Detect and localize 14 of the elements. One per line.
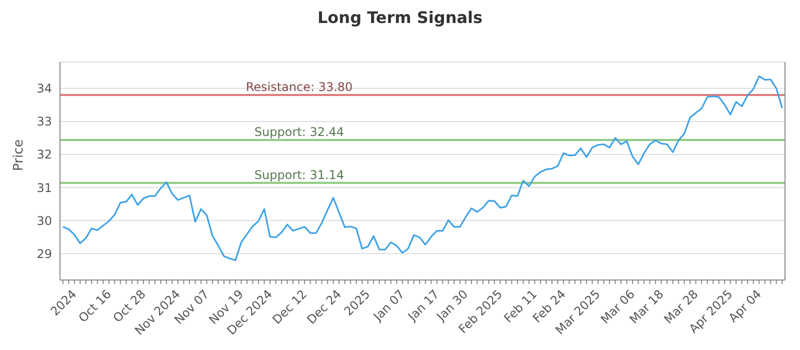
chart-title: Long Term Signals — [316, 8, 484, 29]
y-tick-label: 29 — [36, 246, 52, 261]
y-tick-label: 33 — [36, 114, 52, 129]
line-series — [62, 75, 783, 261]
x-tick-label: Jan 07 — [370, 287, 408, 324]
y-tick-label: 32 — [36, 148, 52, 162]
y-tick-label: 30 — [36, 214, 52, 228]
x-tick-label: Oct 16 — [76, 287, 114, 326]
y-axis-title: Price — [12, 139, 27, 171]
y-tick-label: 31 — [36, 180, 52, 195]
y-tick-label: 34 — [36, 82, 52, 96]
ref-line-label: Support: 31.14 — [254, 168, 344, 182]
ref-line-label: Resistance: 33.80 — [246, 80, 353, 94]
ref-line-label: Support: 32.44 — [254, 124, 344, 139]
